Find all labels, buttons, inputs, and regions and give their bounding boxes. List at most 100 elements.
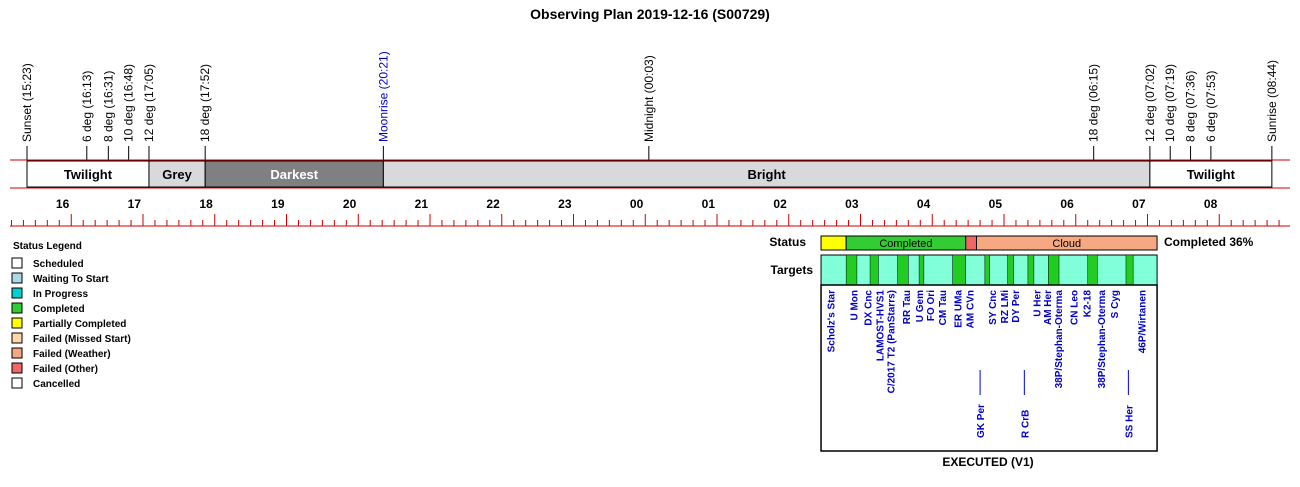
hour-label: 08 [1204,197,1218,211]
target-name: RZ LMi [1000,290,1011,324]
sky-band-label: Twilight [1187,167,1236,182]
status-area: Status Targets Completed 36% EXECUTED (V… [769,235,1253,469]
legend-swatch [11,362,23,374]
legend-swatch [11,332,23,344]
status-segment-label: Cloud [1052,238,1081,250]
hour-label: 23 [558,197,572,211]
target-bar [1087,254,1098,286]
event-label: 10 deg (16:48) [122,64,136,142]
hour-label: 03 [845,197,859,211]
target-bar [897,254,909,286]
plan-title: Observing Plan 2019-12-16 (S00729) [530,6,770,22]
target-bar [952,254,966,286]
target-name: 38P/Stephan-Oterma [1054,290,1065,389]
target-name: AM Her [1043,290,1054,325]
legend-item-label: Scheduled [33,259,84,270]
sky-band-label: Darkest [270,167,318,182]
event-label: 6 deg (16:13) [80,71,94,142]
targets-row-label: Targets [771,263,814,277]
legend-item-label: Completed [33,304,85,315]
target-name: K2-18 [1083,290,1094,318]
hour-label: 02 [773,197,787,211]
target-name: 38P/Stephan-Oterma [1097,290,1108,389]
target-bar [1125,254,1134,286]
target-name: R CrB [1020,410,1031,438]
target-name: ER UMa [953,290,964,328]
legend-item-label: Failed (Missed Start) [33,334,131,345]
hour-label: 00 [630,197,644,211]
legend-swatch [11,272,23,284]
hour-label: 19 [271,197,285,211]
sky-band-label: Bright [747,167,786,182]
target-name: RR Tau [902,290,913,324]
event-label: 10 deg (07:19) [1163,64,1177,142]
event-label: 12 deg (07:02) [1143,64,1157,142]
target-name: AM CVn [965,290,976,328]
target-name: 46P/Wirtanen [1138,290,1149,353]
status-segment [820,235,847,251]
hour-label: 21 [415,197,429,211]
target-name: CM Tau [938,290,949,325]
hour-label: 16 [56,197,70,211]
legend-swatch [11,377,23,389]
target-name: U Gem [915,290,926,322]
status-legend: Status Legend Scheduled Waiting To Start I… [11,241,131,390]
legend-swatch [11,257,23,269]
target-name: U Mon [849,290,860,321]
event-label: Sunset (15:23) [20,63,34,142]
hour-label: 18 [199,197,213,211]
target-bar [984,254,990,286]
event-label: Moonrise (20:21) [376,51,390,142]
legend-item-label: Waiting To Start [33,274,109,285]
hour-label: 22 [486,197,500,211]
target-bar [869,254,879,286]
event-label: 8 deg (16:31) [101,71,115,142]
target-name: DY Per [1011,290,1022,323]
event-label: 18 deg (06:15) [1087,64,1101,142]
target-name: GK Per [976,404,987,438]
target-name: S Cyg [1110,290,1121,318]
status-segment-label: Completed [879,238,932,250]
event-markers: Sunset (15:23) 6 deg (16:13) 8 deg (16:31)… [20,51,1279,160]
event-label: 12 deg (17:05) [142,64,156,142]
event-label: 6 deg (07:53) [1204,71,1218,142]
event-label: Sunrise (08:44) [1265,60,1279,142]
hour-label: 04 [917,197,931,211]
target-name: FO Ori [926,290,937,321]
executed-frame [820,284,1158,452]
legend-swatch [11,302,23,314]
target-bar [1027,254,1035,286]
target-bar [1007,254,1014,286]
target-name: SS Her [1124,405,1135,438]
sky-band [204,160,384,188]
target-name: LAMOST-HVS1 [876,290,887,362]
sky-band [1149,160,1273,188]
sky-band-label: Grey [162,167,192,182]
legend-item-label: Cancelled [33,379,80,390]
sky-band-label: Twilight [64,167,113,182]
hour-label: 01 [702,197,716,211]
event-label: 18 deg (17:52) [198,64,212,142]
completed-percentage: Completed 36% [1164,235,1254,249]
sky-bands: Twilight Grey Darkest Bright Twilight [10,159,1290,189]
hour-axis: 16 17 18 19 20 21 22 23 00 01 02 03 04 05 06 07 08 [10,197,1290,227]
hour-label: 20 [343,197,357,211]
legend-item-label: Partially Completed [33,319,126,330]
hour-label: 06 [1060,197,1074,211]
status-segment [965,235,977,251]
hour-label: 07 [1132,197,1146,211]
event-label: 8 deg (07:36) [1184,71,1198,142]
hour-label: 17 [128,197,142,211]
target-name: C/2017 T2 (PanStarrs) [886,290,897,393]
event-label: Midnight (00:03) [642,55,656,142]
legend-swatch [11,287,23,299]
target-bar [918,254,925,286]
target-bar [1047,254,1060,286]
legend-title: Status Legend [13,241,82,252]
hour-label: 05 [989,197,1003,211]
status-segment [975,235,1158,251]
legend-item-label: In Progress [33,289,88,300]
legend-item-label: Failed (Other) [33,364,98,375]
